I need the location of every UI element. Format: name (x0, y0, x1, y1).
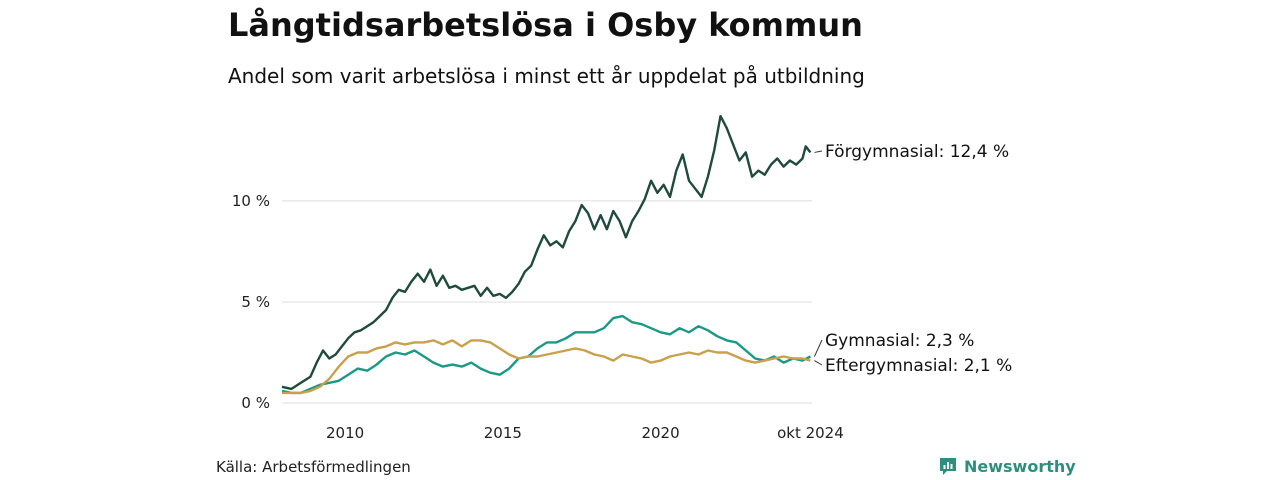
series-line-eftergymnasial (282, 339, 811, 395)
y-tick-label: 0 % (241, 394, 270, 412)
end-label-gymnasial: Gymnasial: 2,3 % (825, 331, 974, 351)
bar-chart-icon (940, 458, 956, 475)
series-line-förgymnasial (281, 114, 812, 391)
x-tick-label: 2020 (641, 424, 679, 442)
leader-line-förgymnasial (814, 150, 823, 153)
series-line-gymnasial (281, 314, 811, 395)
leader-line-eftergymnasial (814, 360, 823, 366)
leader-line-gymnasial (813, 339, 823, 357)
y-tick-label: 5 % (241, 293, 270, 311)
y-axis-ticks: 0 % 5 % 10 % (232, 192, 270, 412)
x-axis-ticks: 2010 2015 2020 okt 2024 (326, 424, 844, 442)
x-tick-label: 2010 (326, 424, 364, 442)
chart-subtitle: Andel som varit arbetslösa i minst ett å… (228, 64, 865, 88)
x-tick-label: okt 2024 (777, 424, 844, 442)
source-note: Källa: Arbetsförmedlingen (216, 458, 411, 476)
end-label-eftergymnasial: Eftergymnasial: 2,1 % (825, 356, 1012, 376)
grid-lines (282, 200, 812, 404)
end-labels: Förgymnasial: 12,4 % Gymnasial: 2,3 % Efte… (813, 142, 1012, 376)
y-tick-label: 10 % (232, 192, 270, 210)
brand-logo: Newsworthy (938, 456, 1076, 476)
series-lines (281, 114, 812, 395)
x-tick-label: 2015 (484, 424, 522, 442)
end-label-förgymnasial: Förgymnasial: 12,4 % (825, 142, 1009, 162)
chart-title: Långtidsarbetslösa i Osby kommun (228, 6, 863, 44)
brand-name: Newsworthy (964, 456, 1076, 476)
